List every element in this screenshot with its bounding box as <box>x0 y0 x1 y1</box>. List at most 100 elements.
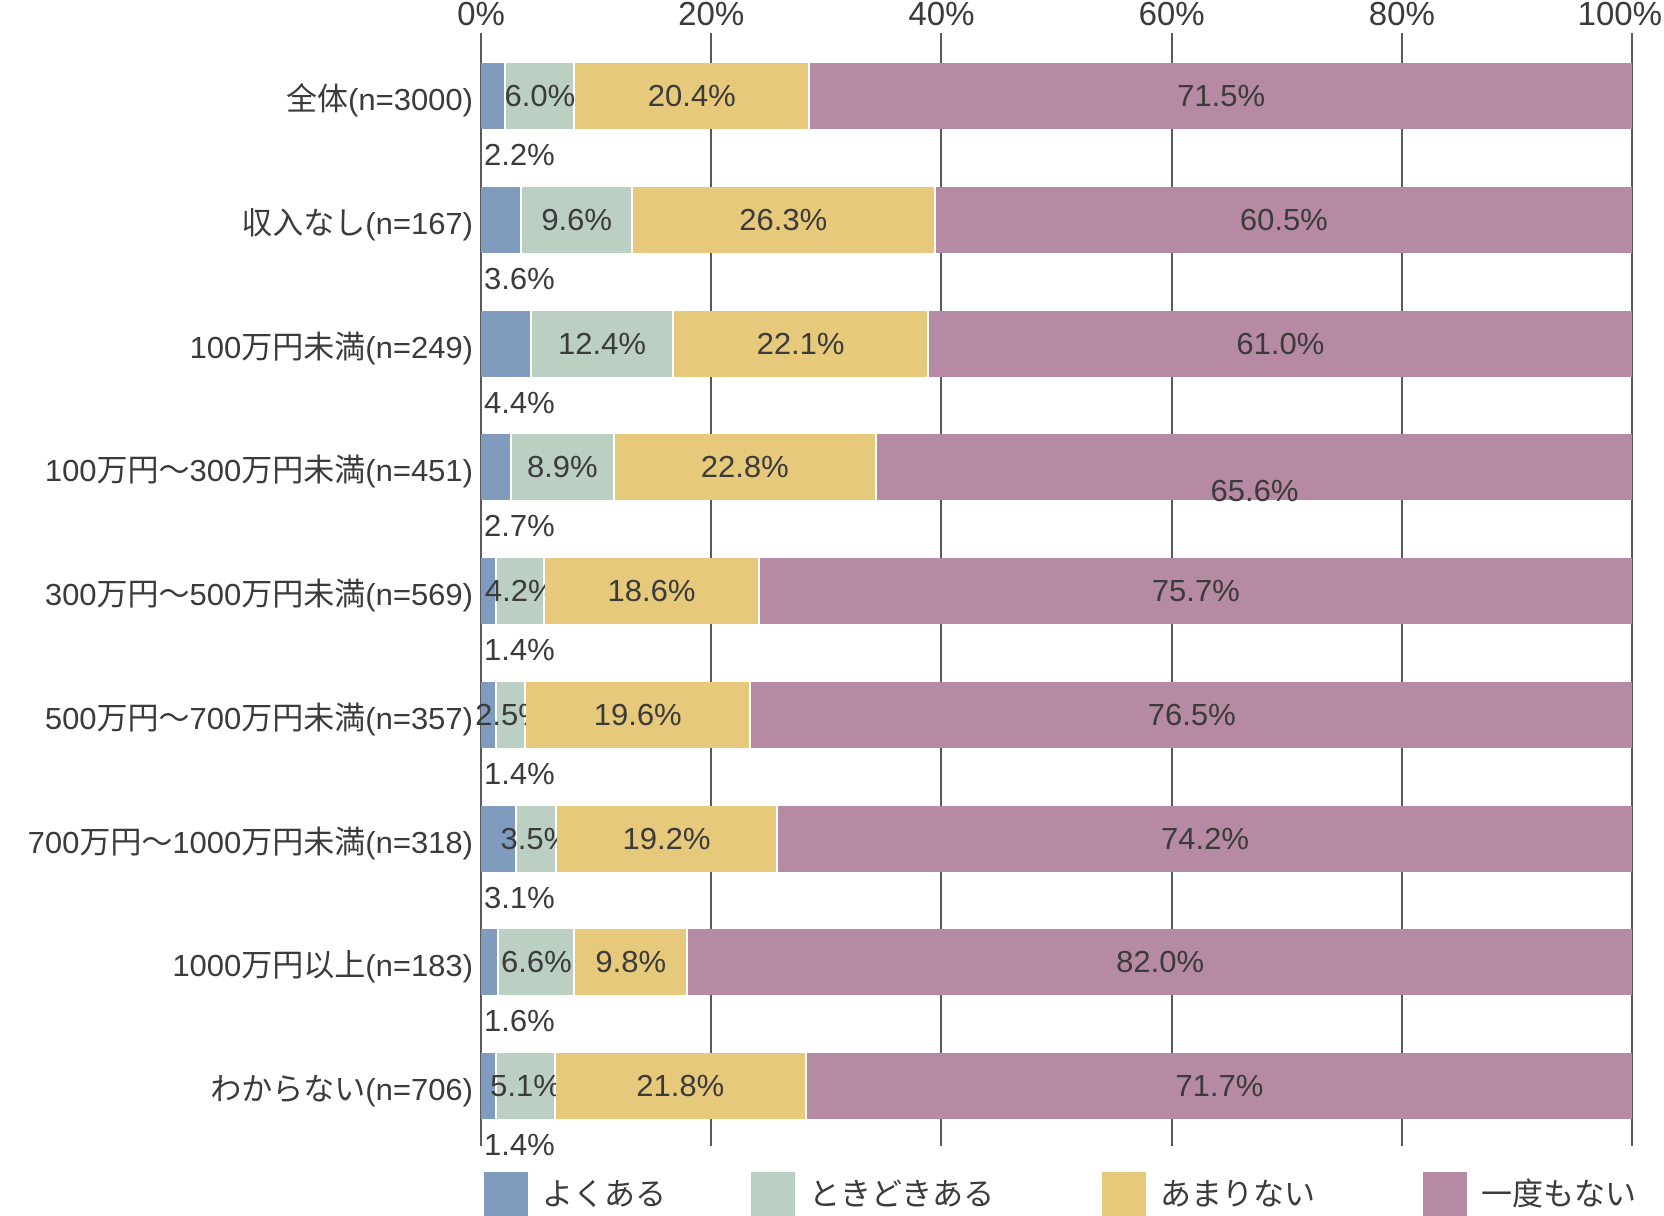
x-axis-tick-label: 80% <box>1368 0 1435 32</box>
segment-value-label: 4.2% <box>484 573 556 608</box>
bar-segment-あまりない: 19.2% <box>556 806 778 872</box>
segment-value-label-below: 1.6% <box>484 1003 555 1038</box>
legend-item: あまりない <box>1102 1172 1315 1216</box>
segment-value-label: 74.2% <box>1161 821 1249 856</box>
segment-value-label: 22.1% <box>756 326 845 361</box>
segment-value-label: 21.8% <box>636 1068 725 1103</box>
x-axis-tick-label: 40% <box>908 0 975 32</box>
bar-segment-あまりない: 22.8% <box>614 434 877 500</box>
segment-value-label: 76.5% <box>1147 697 1236 732</box>
bar-segment-一度もない: 74.2% <box>777 806 1632 872</box>
legend-swatch <box>1423 1172 1467 1216</box>
bar-segment-よくある <box>481 187 523 253</box>
segment-value-label: 12.4% <box>558 326 646 361</box>
x-axis-tick-label: 60% <box>1138 0 1205 32</box>
bar-segment-ときどきある: 6.0% <box>504 63 576 129</box>
segment-value-label-below: 1.4% <box>484 756 555 791</box>
bar-segment-あまりない: 21.8% <box>555 1053 807 1119</box>
bar-segment-一度もない: 82.0% <box>688 929 1632 995</box>
segment-value-label: 19.6% <box>593 697 682 732</box>
category-label: 全体(n=3000) <box>286 81 473 117</box>
segment-value-label-below: 3.6% <box>484 261 555 296</box>
segment-value-label: 9.6% <box>541 202 612 237</box>
gridline <box>1631 33 1633 1146</box>
bar-segment-ときどきある: 12.4% <box>531 311 675 377</box>
bar-segment-ときどきある: 6.6% <box>499 929 576 995</box>
segment-value-label: 18.6% <box>607 573 696 608</box>
bar-segment-よくある <box>481 63 507 129</box>
bar-row: 5.1% 21.8% 71.7% 1.4% <box>481 1053 1632 1162</box>
segment-value-label: 6.0% <box>504 78 576 113</box>
legend: よくある ときどきある あまりない 一度もない <box>0 1172 1664 1216</box>
segment-value-label: 65.6% <box>1210 473 1299 508</box>
bar-segment-よくある <box>481 311 532 377</box>
legend-swatch <box>484 1172 528 1216</box>
category-label: わからない(n=706) <box>210 1071 473 1107</box>
bar-segment-あまりない: 9.8% <box>575 929 689 995</box>
segment-value-label: 75.7% <box>1151 573 1240 608</box>
bar-segment-ときどきある: 2.5% <box>475 682 546 748</box>
bar-segment-一度もない: 61.0% <box>928 311 1632 377</box>
segment-value-label: 19.2% <box>622 821 711 856</box>
category-labels: 全体(n=3000) 収入なし(n=167) 100万円未満(n=249) 100万円… <box>0 0 473 1216</box>
category-label: 700万円〜1000万円未満(n=318) <box>27 824 473 860</box>
bar-segment-ときどきある: 3.5% <box>500 806 571 872</box>
bar-row: 6.0% 20.4% 71.5% 2.2% <box>481 63 1632 172</box>
segment-value-label-below: 4.4% <box>484 385 555 420</box>
bar-segment-よくある <box>481 806 517 872</box>
segment-value-label: 9.8% <box>595 944 667 979</box>
bar-segment-一度もない: 76.5% <box>751 682 1632 748</box>
bar-segment-あまりない: 26.3% <box>632 187 936 253</box>
category-label: 500万円〜700万円未満(n=357) <box>44 700 473 736</box>
category-label: 300万円〜500万円未満(n=569) <box>44 576 473 612</box>
bar-row: 12.4% 22.1% 61.0% 4.4% <box>481 311 1632 420</box>
bar-row: 9.6% 26.3% 60.5% 3.6% <box>481 187 1632 296</box>
bar-segment-あまりない: 20.4% <box>575 63 811 129</box>
bar-segment-よくある <box>481 558 498 624</box>
bar-row: 8.9% 22.8% 65.6% 2.7% <box>481 434 1632 543</box>
legend-swatch <box>751 1172 795 1216</box>
segment-value-label-below: 2.2% <box>484 137 555 172</box>
bar-segment-あまりない: 19.6% <box>525 682 752 748</box>
bar-segment-よくある <box>481 1053 498 1119</box>
bar-segment-よくある <box>481 434 513 500</box>
legend-label: ときどきある <box>809 1177 995 1212</box>
x-axis-tick-label: 20% <box>678 0 745 32</box>
legend-label: よくある <box>542 1177 666 1212</box>
legend-label: 一度もない <box>1481 1177 1636 1212</box>
bar-segment-あまりない: 18.6% <box>545 558 760 624</box>
category-label: 100万円〜300万円未満(n=451) <box>44 452 473 488</box>
bar-row: 3.5% 19.2% 74.2% 3.1% <box>481 806 1632 915</box>
segment-value-label: 26.3% <box>739 202 828 237</box>
bar-row: 4.2% 18.6% 75.7% 1.4% <box>481 558 1632 667</box>
segment-value-label-below: 1.4% <box>484 1127 555 1162</box>
segment-value-label: 61.0% <box>1236 326 1325 361</box>
segment-value-label: 71.7% <box>1175 1068 1264 1103</box>
x-axis-tick-label: 0% <box>457 0 505 32</box>
legend-item: ときどきある <box>751 1172 994 1216</box>
category-label: 1000万円以上(n=183) <box>172 947 473 983</box>
legend-item: 一度もない <box>1423 1172 1636 1216</box>
bar-segment-ときどきある: 5.1% <box>490 1053 561 1119</box>
segment-value-label: 22.8% <box>700 449 789 484</box>
category-label: 100万円未満(n=249) <box>189 329 473 365</box>
segment-value-label: 6.6% <box>501 944 572 979</box>
x-axis: 0% 20% 40% 60% 80% 100% <box>0 0 1664 33</box>
segment-value-label-below: 3.1% <box>484 880 555 915</box>
bar-segment-一度もない: 65.6% <box>876 434 1632 508</box>
legend-label: あまりない <box>1160 1177 1315 1212</box>
bar-segment-一度もない: 71.7% <box>806 1053 1632 1119</box>
segment-value-label: 5.1% <box>490 1068 561 1103</box>
bar-segment-ときどきある: 9.6% <box>522 187 633 253</box>
category-label: 収入なし(n=167) <box>241 205 473 241</box>
segment-value-label: 20.4% <box>647 78 736 113</box>
bar-segment-一度もない: 60.5% <box>935 187 1632 253</box>
bar-row: 6.6% 9.8% 82.0% 1.6% <box>481 929 1632 1038</box>
bar-segment-一度もない: 71.5% <box>810 63 1632 129</box>
legend-swatch <box>1102 1172 1146 1216</box>
bars-layer: 6.0% 20.4% 71.5% 2.2% 9.6% 26.3% 60.5% 3.6% 12.4… <box>475 0 1632 1216</box>
segment-value-label-below: 1.4% <box>484 632 555 667</box>
bar-segment-よくある <box>481 682 498 748</box>
segment-value-label: 60.5% <box>1239 202 1328 237</box>
